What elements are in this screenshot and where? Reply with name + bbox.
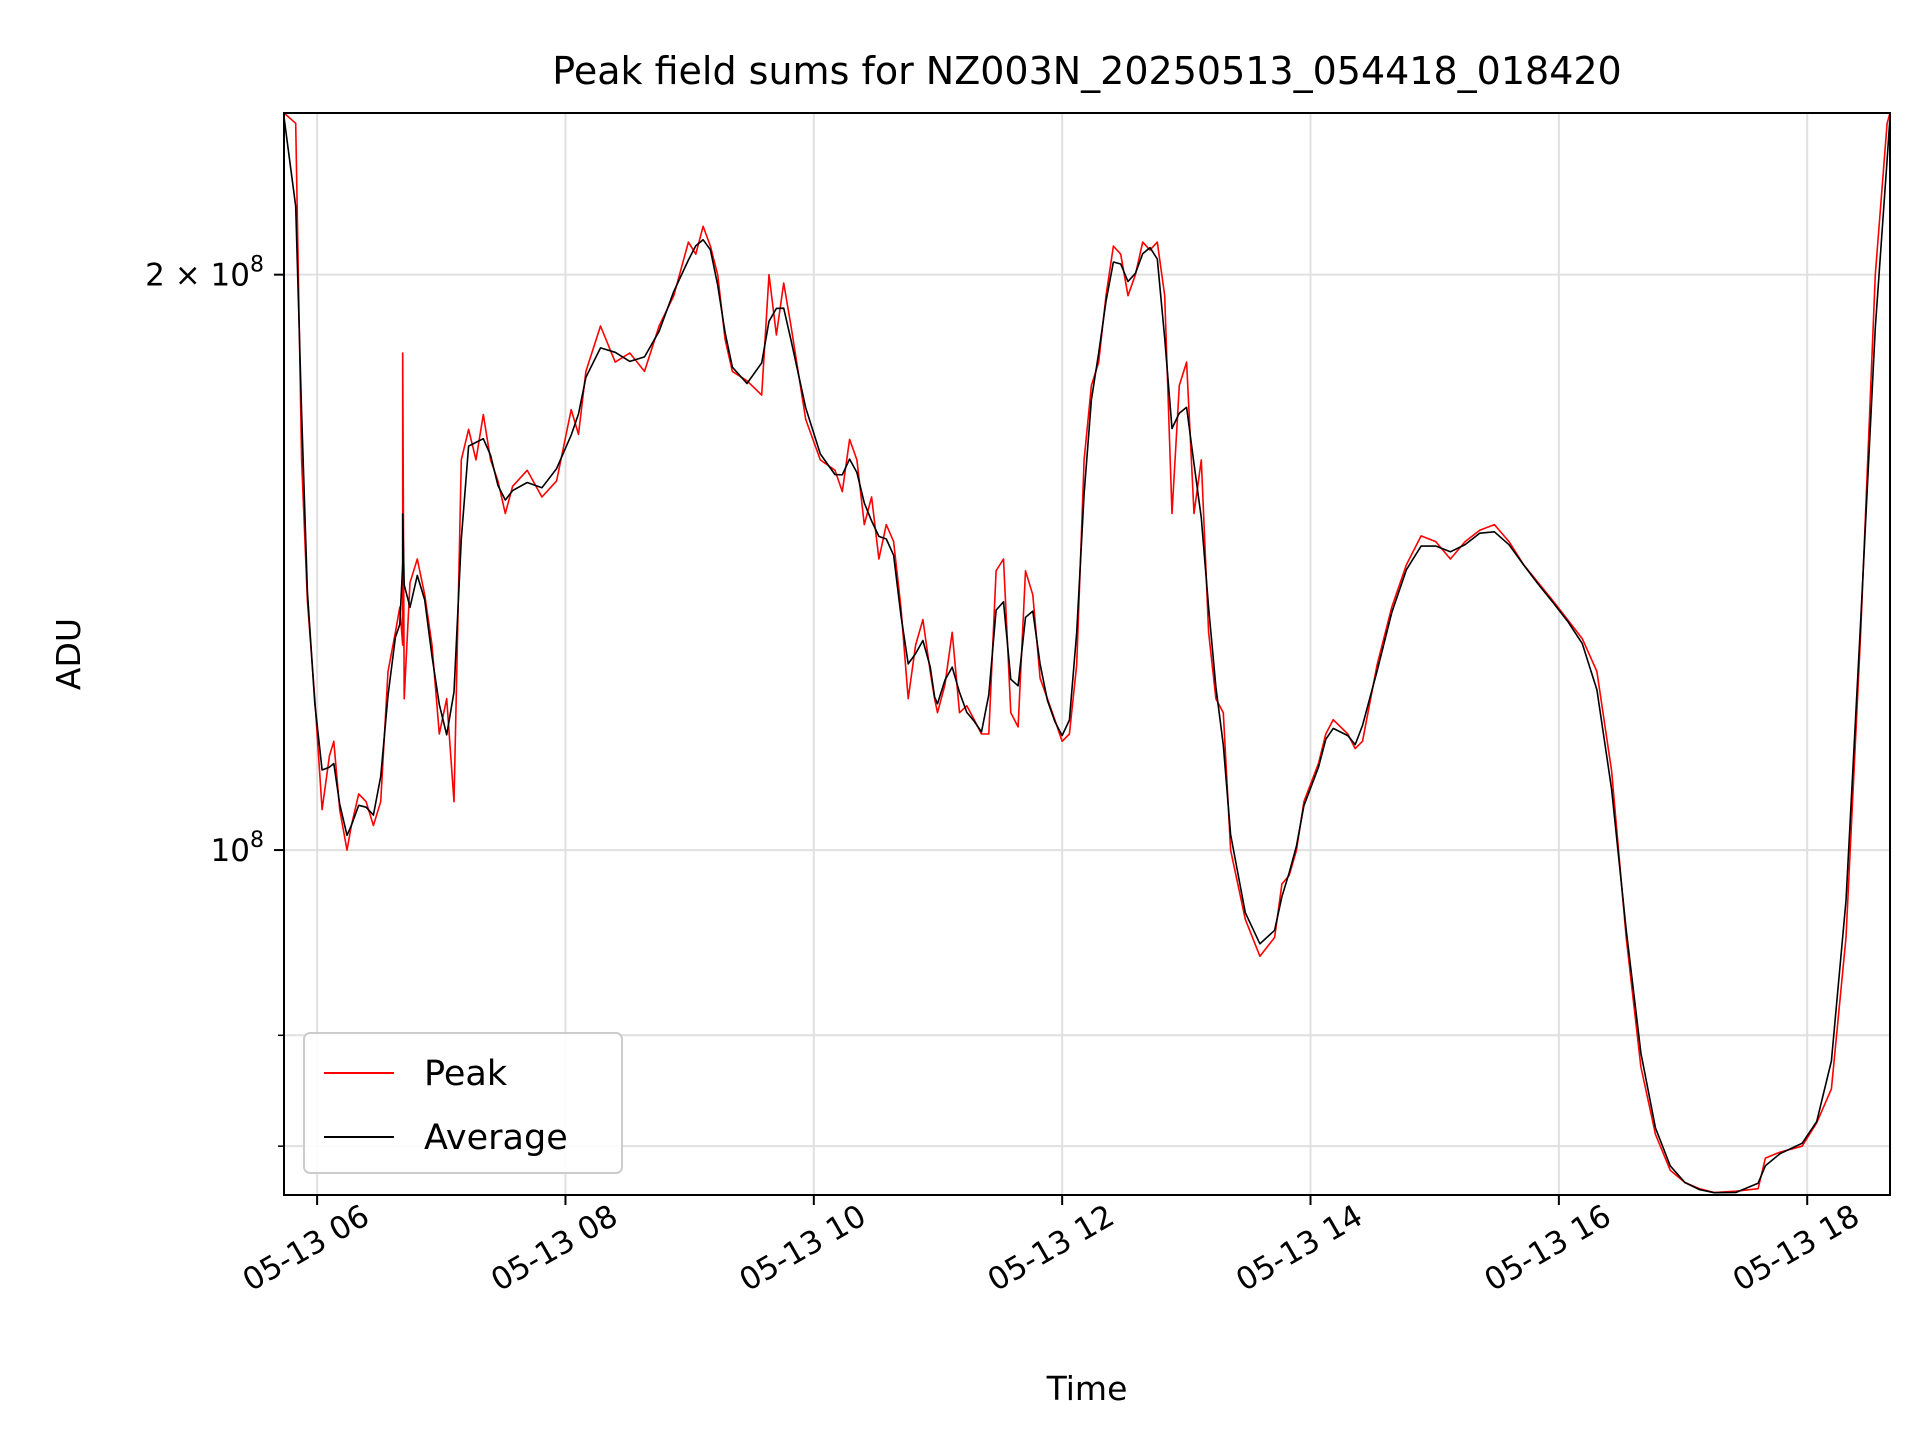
legend-label-peak: Peak — [424, 1054, 508, 1094]
chart-title: Peak field sums for NZ003N_20250513_0544… — [552, 49, 1621, 93]
legend-label-average: Average — [424, 1118, 568, 1158]
plot-frame — [283, 112, 1891, 1196]
series-line-average — [283, 116, 1891, 1194]
y-tick-label: 2 × 108 — [145, 253, 264, 294]
series-layer — [283, 112, 1891, 1194]
legend: Peak Average — [303, 1032, 623, 1174]
y-tick-label: 108 — [211, 828, 264, 869]
y-axis-label: ADU — [49, 618, 88, 690]
x-axis-label: Time — [1046, 1369, 1128, 1408]
